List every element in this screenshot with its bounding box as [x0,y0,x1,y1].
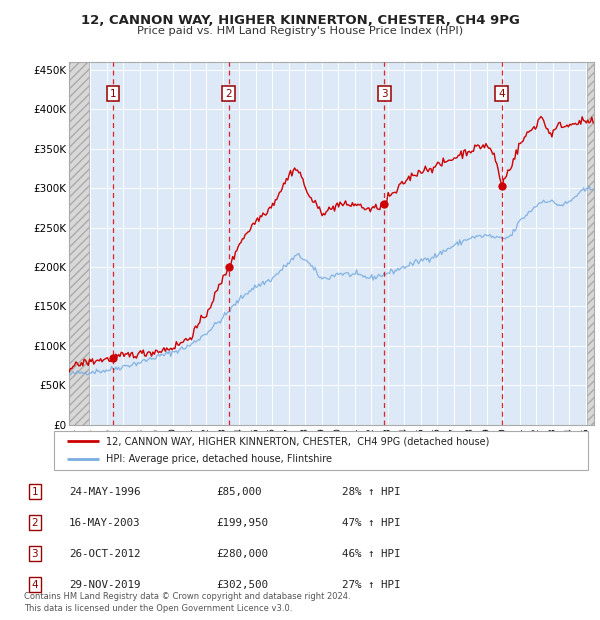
Text: £199,950: £199,950 [216,518,268,528]
Text: 16-MAY-2003: 16-MAY-2003 [69,518,140,528]
Text: 3: 3 [31,549,38,559]
Text: Contains HM Land Registry data © Crown copyright and database right 2024.
This d: Contains HM Land Registry data © Crown c… [24,591,350,613]
Text: 12, CANNON WAY, HIGHER KINNERTON, CHESTER, CH4 9PG: 12, CANNON WAY, HIGHER KINNERTON, CHESTE… [80,14,520,27]
Text: HPI: Average price, detached house, Flintshire: HPI: Average price, detached house, Flin… [106,454,332,464]
Text: £280,000: £280,000 [216,549,268,559]
Text: 2: 2 [31,518,38,528]
Text: 29-NOV-2019: 29-NOV-2019 [69,580,140,590]
Text: £85,000: £85,000 [216,487,262,497]
Text: 1: 1 [31,487,38,497]
Text: 12, CANNON WAY, HIGHER KINNERTON, CHESTER,  CH4 9PG (detached house): 12, CANNON WAY, HIGHER KINNERTON, CHESTE… [106,436,490,446]
Text: 46% ↑ HPI: 46% ↑ HPI [342,549,401,559]
Text: 28% ↑ HPI: 28% ↑ HPI [342,487,401,497]
Text: 24-MAY-1996: 24-MAY-1996 [69,487,140,497]
Text: 26-OCT-2012: 26-OCT-2012 [69,549,140,559]
Text: 27% ↑ HPI: 27% ↑ HPI [342,580,401,590]
Text: 4: 4 [499,89,505,99]
Text: 47% ↑ HPI: 47% ↑ HPI [342,518,401,528]
Text: 3: 3 [381,89,388,99]
Text: 2: 2 [226,89,232,99]
Text: £302,500: £302,500 [216,580,268,590]
Text: 1: 1 [110,89,116,99]
Text: 4: 4 [31,580,38,590]
Text: Price paid vs. HM Land Registry's House Price Index (HPI): Price paid vs. HM Land Registry's House … [137,26,463,36]
FancyBboxPatch shape [54,431,588,470]
